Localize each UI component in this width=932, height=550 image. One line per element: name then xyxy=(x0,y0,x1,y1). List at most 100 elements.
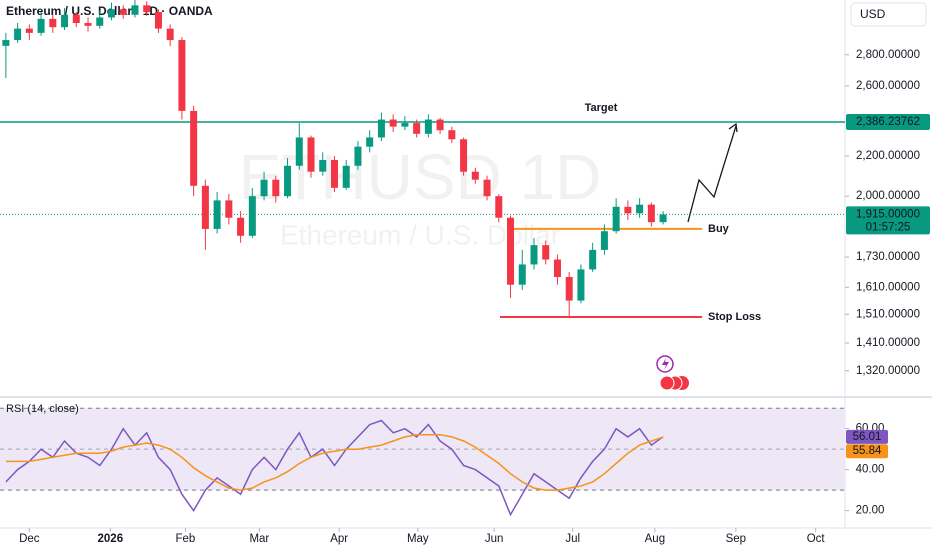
candle-body xyxy=(201,185,209,229)
candle-body xyxy=(612,206,620,232)
candle-body xyxy=(624,206,632,214)
candle-body xyxy=(37,18,45,33)
y-tick-label: 2,600.00000 xyxy=(856,80,920,92)
x-tick-label: Jun xyxy=(485,533,504,545)
y-tick-label: 2,200.00000 xyxy=(856,150,920,162)
last-price-label: 1,915.00000 xyxy=(856,208,920,220)
y-tick-label: 1,610.00000 xyxy=(856,281,920,293)
candle-body xyxy=(495,196,503,218)
candle-body xyxy=(166,28,174,41)
candle-body xyxy=(366,137,374,147)
candle-body xyxy=(319,159,327,172)
x-tick-label: Feb xyxy=(176,533,196,545)
candle-body xyxy=(307,137,315,172)
candle-body xyxy=(553,259,561,277)
candles xyxy=(2,0,667,318)
candle-body xyxy=(14,28,22,41)
x-tick-label: 2026 xyxy=(98,533,124,545)
rsi-line xyxy=(5,419,664,517)
candle-body xyxy=(330,159,338,188)
y-tick-label: 1,320.00000 xyxy=(856,365,920,377)
candle-body xyxy=(565,276,573,301)
x-tick-label: Apr xyxy=(330,533,348,545)
candle-body xyxy=(61,14,69,28)
rsi-value-label: 56.01 xyxy=(853,431,882,443)
y-tick-label: 2,800.00000 xyxy=(856,49,920,61)
candle-body xyxy=(119,9,127,15)
x-tick-label: Oct xyxy=(807,533,826,545)
candle-body xyxy=(460,139,468,172)
candle-body xyxy=(2,40,10,46)
icon-event[interactable] xyxy=(659,375,675,391)
x-tick-label: Dec xyxy=(19,533,40,545)
candle-body xyxy=(284,165,292,197)
currency-label: USD xyxy=(860,7,886,21)
candle-body xyxy=(49,18,57,28)
watermark-name: Ethereum / U.S. Dollar xyxy=(280,219,560,250)
candle-body xyxy=(143,5,151,13)
y-tick-label: 1,730.00000 xyxy=(856,251,920,263)
projection-path xyxy=(687,125,737,223)
candle-body xyxy=(84,23,92,26)
candle-body xyxy=(483,179,491,197)
candle-body xyxy=(154,12,162,29)
candle-body xyxy=(659,214,667,223)
rsi-title: RSI (14, close) xyxy=(6,403,79,415)
candle-body xyxy=(107,9,115,18)
candle-body xyxy=(589,249,597,270)
candle-body xyxy=(190,110,198,186)
candle-body xyxy=(389,119,397,127)
candle-body xyxy=(237,217,245,236)
candle-body xyxy=(25,28,33,33)
rsi-value-label: 55.84 xyxy=(853,445,882,457)
x-tick-label: Jul xyxy=(565,533,580,545)
candle-body xyxy=(542,245,550,260)
projection-arrowhead xyxy=(728,122,738,133)
currency-button[interactable] xyxy=(850,2,927,27)
target-text: Target xyxy=(585,102,618,114)
candle-body xyxy=(354,146,362,166)
candle-body xyxy=(72,14,80,24)
x-tick-label: Mar xyxy=(249,533,269,545)
candle-body xyxy=(636,204,644,214)
rsi-line xyxy=(5,434,664,491)
candle-body xyxy=(96,17,104,26)
candle-body xyxy=(272,179,280,197)
candle-body xyxy=(260,179,268,197)
x-tick-label: Aug xyxy=(645,533,665,545)
candle-body xyxy=(507,217,515,285)
rsi-y-tick-label: 40.00 xyxy=(856,464,885,476)
y-tick-label: 1,410.00000 xyxy=(856,337,920,349)
watermark-symbol: ETHUSD 1D xyxy=(239,141,602,213)
candle-body xyxy=(518,264,526,285)
candle-body xyxy=(413,123,421,134)
stop-loss-text: Stop Loss xyxy=(708,311,761,323)
candle-body xyxy=(647,204,655,223)
candle-body xyxy=(448,130,456,140)
candle-body xyxy=(436,119,444,131)
y-tick-label: 1,510.00000 xyxy=(856,308,920,320)
target-price-label: 2,386.23762 xyxy=(856,116,920,128)
candle-body xyxy=(225,200,233,218)
rsi-value-box xyxy=(846,444,888,459)
last-price-box xyxy=(846,206,930,235)
candle-body xyxy=(213,200,221,229)
candle-body xyxy=(131,5,139,15)
candle-body xyxy=(530,245,538,265)
candle-body xyxy=(248,196,256,236)
candle-body xyxy=(424,119,432,134)
candle-body xyxy=(471,171,479,180)
rsi-y-tick-label: 20.00 xyxy=(856,505,885,517)
rsi-band xyxy=(0,408,845,491)
x-tick-label: May xyxy=(407,533,429,545)
icon-bolt xyxy=(662,358,669,370)
candle-body xyxy=(600,231,608,250)
target-price-box xyxy=(846,113,930,130)
candle-body xyxy=(342,165,350,188)
candle-body xyxy=(295,137,303,166)
icons xyxy=(656,355,689,391)
countdown-label: 01:57:25 xyxy=(866,221,911,233)
candle-body xyxy=(401,123,409,127)
x-tick-label: Sep xyxy=(726,533,746,545)
